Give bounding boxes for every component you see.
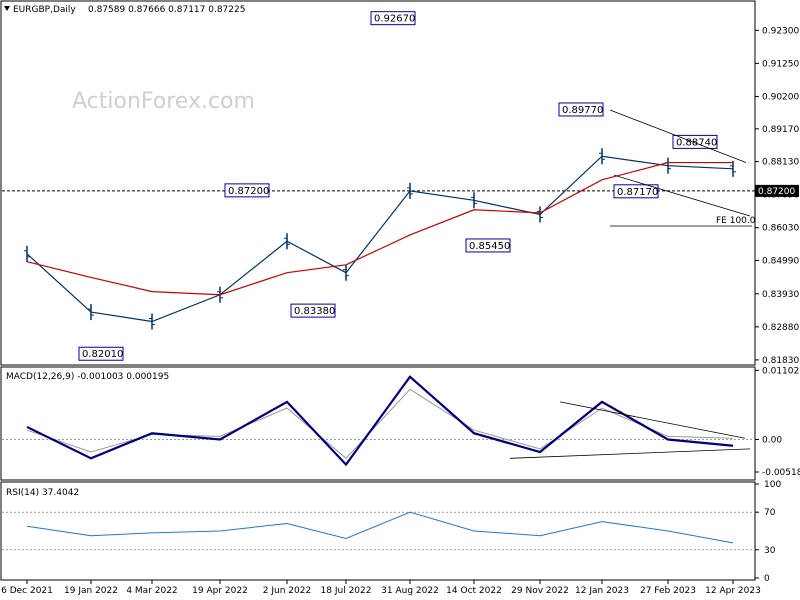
macd-trend-upper [559,401,746,439]
price-y-tick-label: 0.91250 [762,59,799,69]
annotation-label: 0.85450 [469,241,510,252]
price-series [24,148,736,330]
rsi-title: RSI(14) 37.4042 [6,488,79,498]
price-y-tick-label: 0.84990 [762,256,799,266]
annotation-box [290,303,336,318]
price-panel [0,0,756,366]
macd-y-tick-label: -0.005182 [762,468,800,478]
annotation-label: 0.92670 [374,14,415,25]
channel-upper [609,109,747,163]
price-y-tick-label: 0.86030 [762,224,799,234]
price-line [26,155,734,323]
x-tick-label: 12 Apr 2023 [705,586,761,596]
annotation-label: 0.83380 [294,306,335,317]
x-tick-label: 4 Mar 2022 [126,586,177,596]
watermark: ActionForex.com [72,89,255,114]
rsi-y-tick-label: 30 [764,546,776,556]
annotation-box [465,238,511,253]
price-annotations: 0.92670 0.89770 0.88740 0.87200 0.87170 0.854… [78,11,756,361]
x-tick-label: 19 Apr 2022 [192,586,248,596]
annotation-label: 0.88740 [676,137,717,148]
macd-title: MACD(12,26,9) -0.001003 0.000195 [6,372,169,382]
x-axis: 6 Dec 2021 19 Jan 2022 4 Mar 2022 19 Apr 20… [1,580,761,596]
annotation-box [224,183,270,198]
price-y-tick-label: 0.81830 [762,356,799,366]
macd-trend-lower [509,448,751,459]
rsi-y-tick-label: 0 [764,574,770,584]
x-tick-label: 29 Nov 2022 [511,586,569,596]
rsi-y-tick-label: 70 [764,508,776,518]
annotation-box [370,11,416,26]
x-tick-label: 31 Aug 2022 [381,586,439,596]
x-tick-label: 12 Jan 2023 [575,586,629,596]
price-axis: 0.923000.912500.902000.891700.881300.870… [755,26,799,366]
macd-y-tick-label: 0.00 [762,435,782,445]
chart-header-symbol: EURGBP,Daily [13,5,76,15]
header-triangle-icon [4,6,10,11]
annotation-label: 0.87200 [228,186,269,197]
fe-label: FE 100.0 [716,216,756,226]
annotation-label: 0.82010 [82,349,123,360]
x-tick-label: 2 Jun 2022 [263,586,311,596]
x-tick-label: 18 Jul 2022 [321,586,372,596]
annotation-box [78,346,124,361]
annotation-label: 0.87170 [617,187,658,198]
channel-lower [613,174,751,217]
annotation-label: 0.89770 [562,105,603,116]
current-price-tag [755,184,799,197]
x-tick-label: 19 Jan 2022 [64,586,118,596]
chart-header-ohlc: 0.87589 0.87666 0.87117 0.87225 [88,5,245,15]
price-y-tick-label: 0.88130 [762,158,799,168]
price-y-tick-label: 0.82880 [762,323,799,333]
macd-axis: 0.011023 0.00 -0.005182 [755,366,800,478]
macd-series [2,375,755,467]
price-y-tick-label: 0.83930 [762,290,799,300]
rsi-axis: 100 70 30 0 [755,480,781,584]
price-y-tick-label: 0.89170 [762,125,799,135]
annotation-box [613,184,659,199]
price-y-tick-label: 0.90200 [762,92,799,102]
x-tick-label: 27 Feb 2023 [640,586,696,596]
current-price-label: 0.87200 [758,187,795,197]
annotation-box [558,102,604,117]
macd-line [26,375,734,467]
rsi-series [2,511,755,551]
price-y-tick-label: 0.92300 [762,26,799,36]
rsi-line [26,511,734,544]
rsi-panel [0,481,756,581]
macd-y-tick-label: 0.011023 [762,366,800,376]
sma-line [26,161,733,296]
rsi-y-tick-label: 100 [764,480,781,490]
x-tick-label: 6 Dec 2021 [1,586,53,596]
x-tick-label: 14 Oct 2022 [446,586,502,596]
